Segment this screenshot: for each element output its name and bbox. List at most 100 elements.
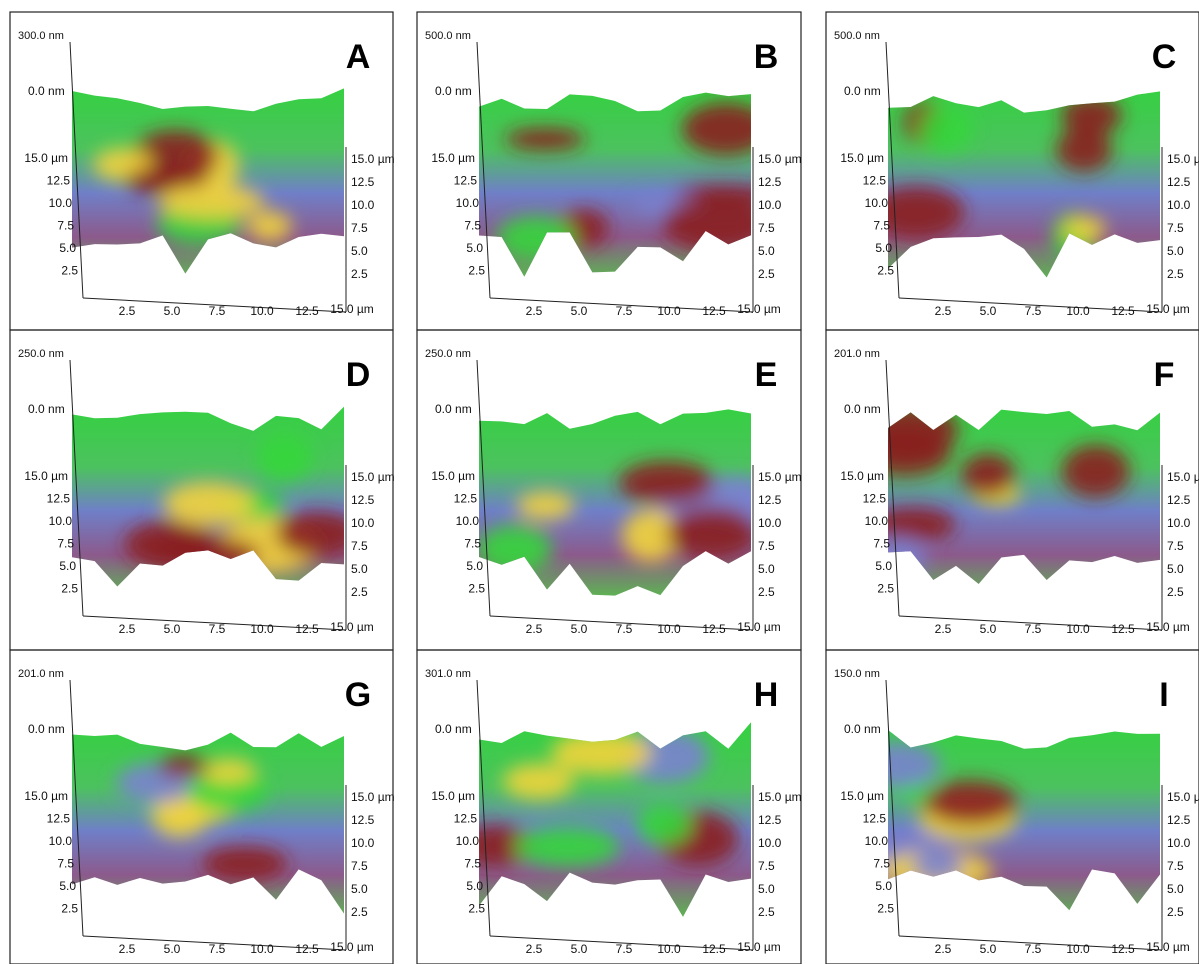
left-tick-label: 15.0 µm xyxy=(840,469,884,483)
right-tick-label: 7.5 xyxy=(758,539,775,553)
surface-patch xyxy=(202,846,288,881)
surface-patch xyxy=(622,509,680,562)
left-tick-label: 12.5 xyxy=(863,812,887,826)
bottom-tick-label: 2.5 xyxy=(119,304,136,318)
surface-patch xyxy=(502,763,575,800)
z-max-label: 300.0 nm xyxy=(18,30,64,42)
right-tick-label: 7.5 xyxy=(1167,539,1184,553)
z-zero-label: 0.0 nm xyxy=(435,722,472,736)
left-tick-label: 15.0 µm xyxy=(24,469,68,483)
left-tick-label: 10.0 xyxy=(49,196,73,210)
right-tick-label: 5.0 xyxy=(1167,244,1184,258)
surface-patch xyxy=(888,185,965,239)
bottom-tick-label: 5.0 xyxy=(571,304,588,318)
surface-patch xyxy=(186,770,269,812)
panel: 500.0 nm B 0.0 nm 15.0 µm 12.5 10.0 7.5 5.0 2.5 1… xyxy=(416,11,802,331)
left-tick-label: 15.0 µm xyxy=(431,789,475,803)
right-tick-label: 7.5 xyxy=(351,221,368,235)
surface-patch xyxy=(505,128,585,151)
z-axis xyxy=(476,679,491,937)
bottom-tick-label: 12.5 xyxy=(1111,304,1135,318)
surface-patch xyxy=(912,849,964,882)
bottom-tick-label: 10.0 xyxy=(250,622,274,636)
bottom-tick-label: 7.5 xyxy=(1025,942,1042,956)
bottom-tick-label: 15.0 µm xyxy=(1146,940,1190,954)
right-tick-label: 7.5 xyxy=(1167,859,1184,873)
surface-patch xyxy=(201,758,256,784)
left-tick-label: 12.5 xyxy=(47,174,71,188)
surface-patches xyxy=(93,130,292,246)
left-tick-label: 5.0 xyxy=(875,241,892,255)
surface-patch xyxy=(275,511,344,557)
left-tick-label: 2.5 xyxy=(877,582,894,596)
surface xyxy=(479,722,751,917)
bottom-tick-label: 7.5 xyxy=(1025,622,1042,636)
surface-patch xyxy=(151,792,209,838)
right-tick-label: 15.0 µm xyxy=(758,470,802,484)
z-axis xyxy=(69,359,84,617)
surface-patches xyxy=(115,755,288,881)
bottom-tick-label: 10.0 xyxy=(657,304,681,318)
x-axis xyxy=(489,615,754,631)
surface-patch xyxy=(618,461,715,505)
z-axis xyxy=(476,359,491,617)
bottom-tick-label: 10.0 xyxy=(657,622,681,636)
left-tick-label: 7.5 xyxy=(57,537,74,551)
right-tick-label: 12.5 xyxy=(1167,813,1191,827)
surface-patches xyxy=(888,741,1018,893)
right-tick-label: 10.0 xyxy=(758,516,782,530)
z-max-label: 201.0 nm xyxy=(834,348,880,360)
surface-patches xyxy=(888,95,1122,261)
bottom-tick-label: 5.0 xyxy=(164,942,181,956)
bottom-tick-label: 7.5 xyxy=(209,942,226,956)
bottom-tick-label: 12.5 xyxy=(702,942,726,956)
right-tick-label: 7.5 xyxy=(351,539,368,553)
z-max-label: 301.0 nm xyxy=(425,668,471,680)
panel: 150.0 nm I 0.0 nm 15.0 µm 12.5 10.0 7.5 5.0 2.5 1… xyxy=(825,649,1199,964)
z-zero-label: 0.0 nm xyxy=(28,722,65,736)
surface xyxy=(888,91,1160,278)
surface-patch xyxy=(1061,445,1130,498)
surface xyxy=(72,732,344,914)
left-tick-label: 2.5 xyxy=(61,264,78,278)
surface-body xyxy=(479,92,751,277)
surface-patch xyxy=(479,824,533,867)
z-max-label: 250.0 nm xyxy=(425,348,471,360)
bottom-tick-label: 5.0 xyxy=(980,942,997,956)
bottom-tick-label: 15.0 µm xyxy=(1146,302,1190,316)
left-tick-label: 15.0 µm xyxy=(840,151,884,165)
panel: 301.0 nm H 0.0 nm 15.0 µm 12.5 10.0 7.5 5.0 2.5 1… xyxy=(416,649,802,964)
z-axis xyxy=(69,679,84,937)
right-tick-label: 5.0 xyxy=(351,882,368,896)
z-max-label: 150.0 nm xyxy=(834,668,880,680)
left-tick-label: 10.0 xyxy=(49,834,73,848)
bottom-tick-label: 7.5 xyxy=(616,622,633,636)
right-tick-label: 2.5 xyxy=(351,267,368,281)
left-tick-label: 5.0 xyxy=(875,879,892,893)
right-tick-label: 2.5 xyxy=(351,585,368,599)
left-tick-label: 2.5 xyxy=(877,902,894,916)
bottom-tick-label: 2.5 xyxy=(935,942,952,956)
surface-patch xyxy=(158,184,265,219)
panel-letter: H xyxy=(754,676,779,714)
z-max-label: 500.0 nm xyxy=(834,30,880,42)
z-zero-label: 0.0 nm xyxy=(435,84,472,98)
surface-body xyxy=(72,406,344,587)
right-tick-label: 2.5 xyxy=(351,905,368,919)
right-tick-label: 10.0 xyxy=(758,198,782,212)
left-tick-label: 2.5 xyxy=(61,902,78,916)
surface-body xyxy=(479,409,751,596)
surface-patch xyxy=(681,102,751,156)
right-tick-label: 2.5 xyxy=(1167,585,1184,599)
surface-patches xyxy=(479,728,739,868)
surface-body xyxy=(72,732,344,914)
z-axis xyxy=(885,679,900,937)
surface-body xyxy=(888,91,1160,278)
bottom-tick-label: 12.5 xyxy=(1111,942,1135,956)
surface xyxy=(479,92,751,277)
right-tick-label: 12.5 xyxy=(1167,175,1191,189)
right-tick-label: 12.5 xyxy=(351,813,375,827)
x-axis xyxy=(489,297,754,313)
left-tick-label: 12.5 xyxy=(47,492,71,506)
surface-patches xyxy=(479,461,751,575)
